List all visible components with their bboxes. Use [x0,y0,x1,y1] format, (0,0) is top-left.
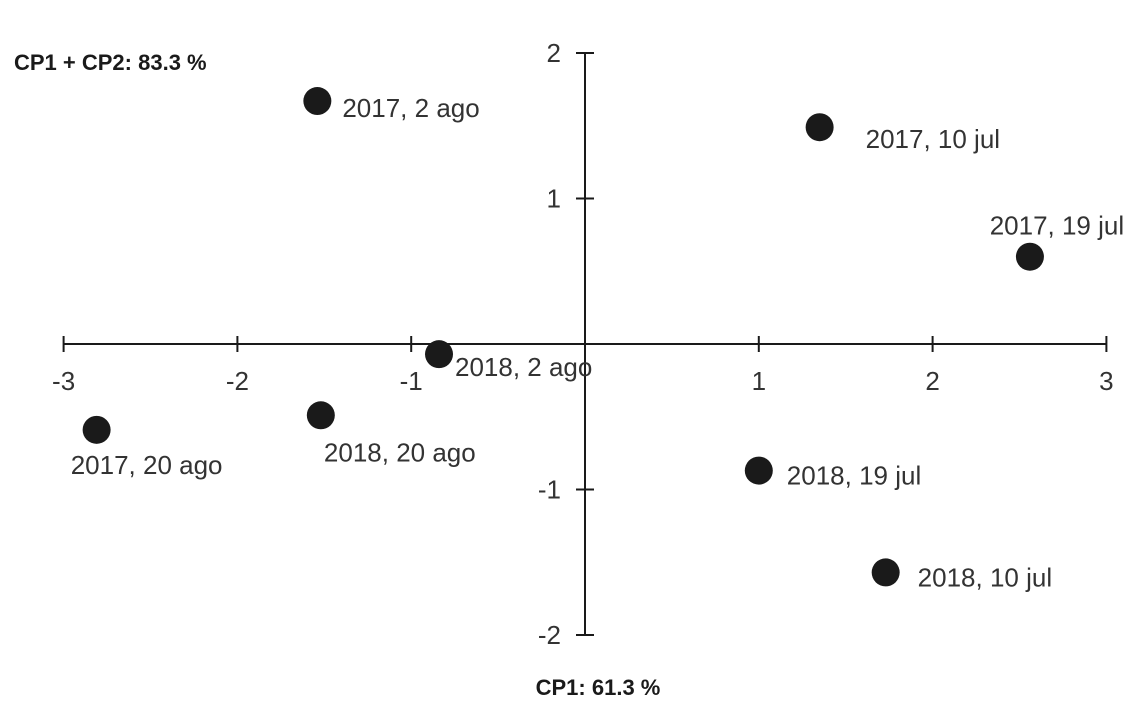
data-points [82,87,1044,587]
point-labels: 2017, 2 ago 2017, 10 jul 2017, 19 jul 2018,… [71,93,1124,592]
data-point [871,558,900,587]
point-label: 2017, 20 ago [71,450,223,480]
x-tick-label: -3 [52,366,75,396]
x-tick-label: 2 [925,366,939,396]
tick-labels: -3 -2 -1 1 2 3 2 1 -1 -2 [52,38,1114,650]
data-point [303,87,332,116]
data-point [744,456,773,485]
y-tick-label: -1 [538,475,561,505]
y-tick-label: -2 [538,620,561,650]
y-tick-label: 1 [547,184,561,214]
point-label: 2017, 10 jul [866,124,1000,154]
data-point [82,415,111,444]
x-tick-label: -2 [226,366,249,396]
y-axis-title: CP1 + CP2: 83.3 % [14,50,207,75]
point-label: 2018, 20 ago [324,437,476,467]
x-tick-label: 3 [1099,366,1113,396]
point-label: 2018, 10 jul [918,562,1052,592]
x-tick-label: 1 [752,366,766,396]
data-point [425,340,454,369]
x-tick-label: -1 [400,366,423,396]
point-label: 2017, 19 jul [990,211,1124,241]
point-label: 2017, 2 ago [342,93,479,123]
y-tick-label: 2 [547,38,561,68]
tick-marks [62,52,1108,636]
data-point [306,401,335,430]
data-point [1015,242,1044,271]
point-label: 2018, 2 ago [455,352,592,382]
data-point [805,113,834,142]
x-axis-title: CP1: 61.3 % [536,675,661,700]
point-label: 2018, 19 jul [787,461,921,491]
